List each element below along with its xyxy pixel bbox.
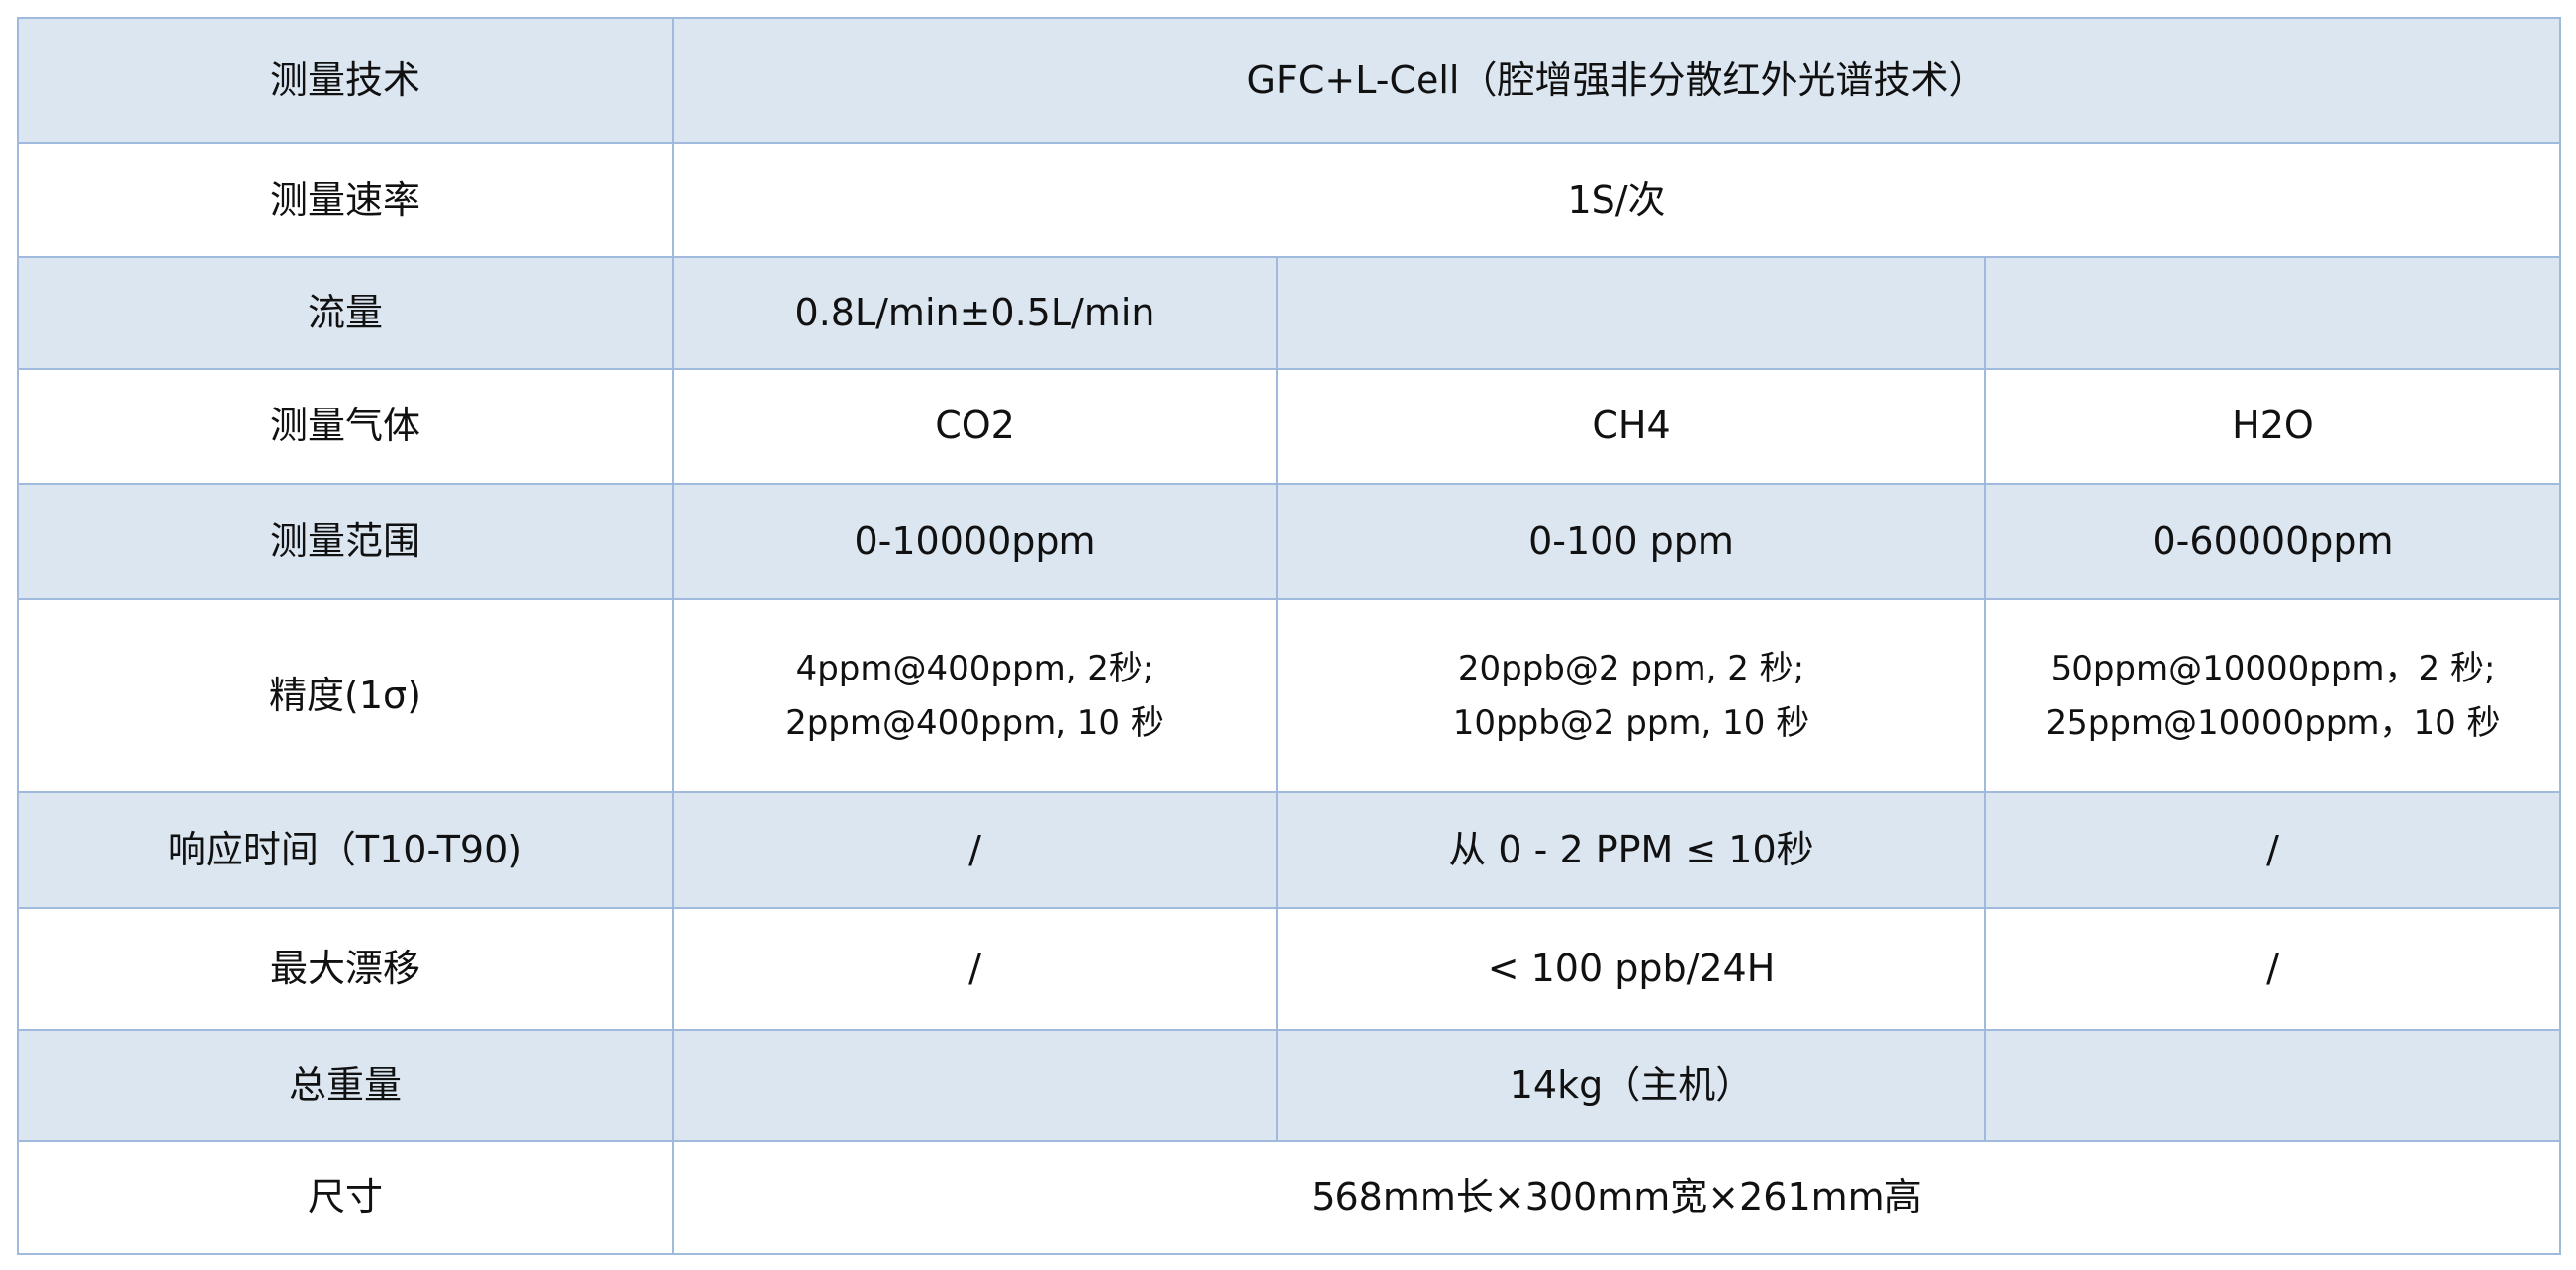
cell-value: < 100 ppb/24H xyxy=(1276,907,1986,1031)
row-label: 精度(1σ) xyxy=(17,598,674,793)
line: 20ppb@2 ppm, 2 秒; xyxy=(1457,649,1805,689)
cell-value: CH4 xyxy=(1276,368,1986,485)
cell-value: / xyxy=(1983,907,2562,1031)
row-label: 测量范围 xyxy=(17,483,674,600)
row-weight: 总重量 14kg（主机） xyxy=(17,1029,2562,1142)
cell-value xyxy=(1983,1029,2562,1142)
spec-table: 测量技术 GFC+L-Cell（腔增强非分散红外光谱技术） 测量速率 1S/次 … xyxy=(17,17,2562,1255)
cell-value: / xyxy=(672,907,1278,1031)
cell-value: H2O xyxy=(1983,368,2562,485)
row-drift: 最大漂移 / < 100 ppb/24H / xyxy=(17,907,2562,1031)
row-label: 尺寸 xyxy=(17,1140,674,1255)
row-label: 最大漂移 xyxy=(17,907,674,1031)
row-precision: 精度(1σ) 4ppm@400ppm, 2秒; 2ppm@400ppm, 10 秒… xyxy=(17,598,2562,793)
cell-value: 0.8L/min±0.5L/min xyxy=(672,256,1278,370)
line: 50ppm@10000ppm，2 秒; xyxy=(2050,649,2496,689)
row-flow: 流量 0.8L/min±0.5L/min xyxy=(17,256,2562,370)
cell-value xyxy=(672,1029,1278,1142)
row-response: 响应时间（T10-T90) / 从 0 - 2 PPM ≤ 10秒 / xyxy=(17,791,2562,909)
row-label: 流量 xyxy=(17,256,674,370)
row-label: 响应时间（T10-T90) xyxy=(17,791,674,909)
cell-value: 0-10000ppm xyxy=(672,483,1278,600)
cell-value: 14kg（主机） xyxy=(1276,1029,1986,1142)
row-size: 尺寸 568mm长×300mm宽×261mm高 xyxy=(17,1140,2562,1255)
row-range: 测量范围 0-10000ppm 0-100 ppm 0-60000ppm xyxy=(17,483,2562,600)
row-gas: 测量气体 CO2 CH4 H2O xyxy=(17,368,2562,485)
cell-value: 0-100 ppm xyxy=(1276,483,1986,600)
cell-value: 0-60000ppm xyxy=(1983,483,2562,600)
cell-value: 从 0 - 2 PPM ≤ 10秒 xyxy=(1276,791,1986,909)
cell-value: GFC+L-Cell（腔增强非分散红外光谱技术） xyxy=(671,17,2562,144)
row-label: 总重量 xyxy=(17,1029,674,1142)
row-label: 测量技术 xyxy=(17,17,674,144)
cell-value: 20ppb@2 ppm, 2 秒; 10ppb@2 ppm, 10 秒 xyxy=(1276,598,1986,793)
row-label: 测量气体 xyxy=(17,368,674,485)
cell-value xyxy=(1276,256,1986,370)
line: 25ppm@10000ppm，10 秒 xyxy=(2045,702,2501,743)
line: 4ppm@400ppm, 2秒; xyxy=(795,649,1154,689)
cell-value: / xyxy=(1983,791,2562,909)
line: 2ppm@400ppm, 10 秒 xyxy=(785,702,1164,743)
row-technique: 测量技术 GFC+L-Cell（腔增强非分散红外光谱技术） xyxy=(17,17,2562,144)
row-label: 测量速率 xyxy=(17,142,674,258)
cell-value xyxy=(1983,256,2562,370)
cell-value: 1S/次 xyxy=(671,142,2562,258)
line: 10ppb@2 ppm, 10 秒 xyxy=(1452,702,1810,743)
cell-value: 4ppm@400ppm, 2秒; 2ppm@400ppm, 10 秒 xyxy=(672,598,1278,793)
cell-value: 50ppm@10000ppm，2 秒; 25ppm@10000ppm，10 秒 xyxy=(1983,598,2562,793)
cell-value: 568mm长×300mm宽×261mm高 xyxy=(671,1140,2562,1255)
cell-value: / xyxy=(672,791,1278,909)
cell-value: CO2 xyxy=(672,368,1278,485)
row-rate: 测量速率 1S/次 xyxy=(17,142,2562,258)
